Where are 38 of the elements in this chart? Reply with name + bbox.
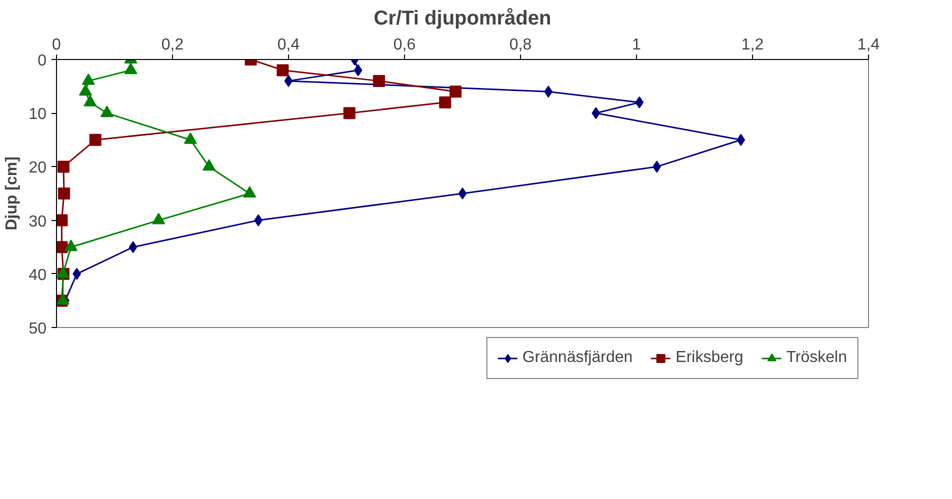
point: [544, 86, 553, 98]
point: [276, 64, 289, 76]
x-tick-label: 1,4: [857, 36, 880, 54]
x-tick-label: 0,8: [509, 36, 532, 54]
point: [450, 86, 462, 98]
point: [89, 134, 102, 146]
point: [343, 107, 356, 120]
point: [64, 240, 78, 252]
point: [354, 64, 362, 76]
y-tick-label: 30: [28, 213, 47, 230]
legend-label: Tröskeln: [786, 349, 847, 367]
y-tick-label: 50: [28, 320, 47, 338]
y-tick-label: 40: [28, 266, 47, 284]
point: [592, 107, 600, 120]
point: [458, 188, 467, 200]
x-tick-label: 0,6: [393, 36, 416, 54]
point: [254, 214, 263, 226]
point: [56, 214, 68, 226]
legend-label: Eriksberg: [676, 349, 744, 367]
point: [284, 74, 293, 87]
point: [128, 241, 138, 254]
y-tick-label: 0: [38, 52, 47, 70]
chart-title: Cr/Ti djupområden: [374, 8, 552, 30]
y-axis-title: Djup [cm]: [4, 156, 21, 230]
point: [372, 74, 385, 87]
x-tick-label: 0,4: [277, 36, 300, 54]
x-tick-label: 1,2: [741, 36, 764, 54]
point: [57, 160, 70, 173]
legend-label: Grännäsfjärden: [522, 349, 633, 367]
point: [635, 96, 644, 108]
y-tick-label: 10: [28, 106, 47, 124]
point: [439, 96, 452, 108]
x-tick-label: 0: [52, 36, 62, 54]
point: [58, 188, 70, 200]
point: [736, 134, 746, 146]
y-tick-label: 20: [28, 160, 47, 177]
x-tick-label: 0,2: [161, 36, 184, 54]
x-tick-label: 1: [632, 36, 642, 54]
